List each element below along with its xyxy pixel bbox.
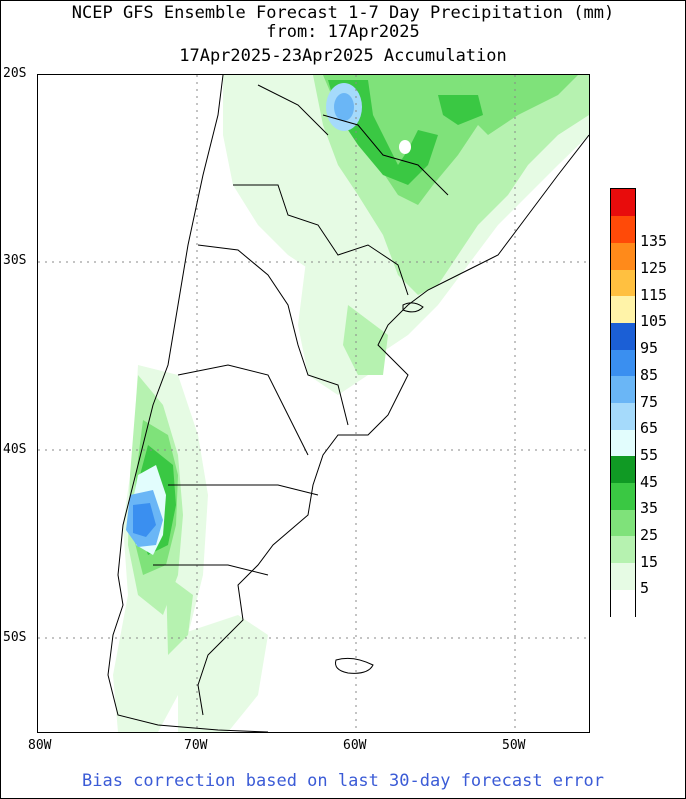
legend-level-label: 35 [640,499,659,518]
legend-swatch [611,295,635,323]
legend-level-label: 115 [640,285,668,304]
legend-level-label: 75 [640,392,659,411]
legend-swatch [611,189,635,217]
legend-level-label: 85 [640,365,659,384]
map-title: NCEP GFS Ensemble Forecast 1-7 Day Preci… [71,3,615,23]
coastlines [107,75,589,732]
lon-label-70w: 70W [184,738,208,753]
legend-swatch [611,455,635,484]
legend-swatch [611,242,635,270]
legend-level-label: 135 [640,232,668,251]
color-legend [610,188,636,617]
legend-swatch [611,375,635,403]
lat-label-20s: 20S [3,66,27,81]
lat-label-40s: 40S [3,442,27,457]
legend-swatch [611,482,635,510]
forecast-date: from: 17Apr2025 [266,22,420,42]
legend-swatch [611,349,635,377]
legend-swatch [611,509,635,537]
lon-label-60w: 60W [343,738,367,753]
legend-level-label: 95 [640,339,659,358]
legend-swatch [611,589,635,617]
legend-level-label: 55 [640,445,659,464]
legend-level-label: 25 [640,525,659,544]
lat-label-50s: 50S [3,630,27,645]
lon-label-50w: 50W [502,738,526,753]
legend-swatch [611,429,635,457]
legend-swatch [611,269,635,297]
legend-swatch [611,402,635,430]
legend-level-label: 65 [640,419,659,438]
legend-level-label: 105 [640,312,668,331]
legend-swatch [611,215,635,243]
precipitation-map [37,74,590,733]
precip-blue [126,83,411,555]
legend-level-label: 125 [640,259,668,278]
legend-level-label: 15 [640,552,659,571]
legend-swatch [611,322,635,350]
legend-level-label: 45 [640,472,659,491]
gridlines [38,75,589,732]
accumulation-period: 17Apr2025-23Apr2025 Accumulation [179,46,507,66]
legend-swatch [611,562,635,590]
map-canvas [38,75,589,732]
lat-label-30s: 30S [3,253,27,268]
legend-level-label: 5 [640,579,650,598]
lon-label-80w: 80W [28,738,52,753]
legend-swatch [611,535,635,564]
bias-correction-note: Bias correction based on last 30-day for… [82,771,604,791]
